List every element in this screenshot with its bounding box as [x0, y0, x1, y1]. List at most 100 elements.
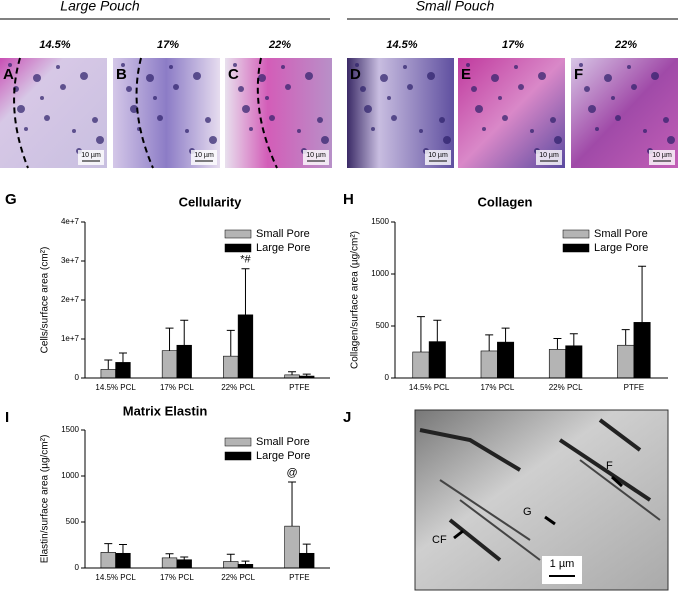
- bar: [161, 557, 178, 569]
- nucleus: [242, 105, 250, 113]
- header-right: Small Pouch: [416, 0, 495, 14]
- y-tick-label: 1000: [371, 269, 389, 278]
- boundary: [256, 57, 278, 169]
- legend-swatch: [224, 243, 252, 253]
- error-bar: [226, 329, 235, 357]
- legend-label: Large Pore: [256, 450, 310, 462]
- nucleus: [554, 136, 562, 144]
- error-bar: [621, 329, 630, 346]
- chart: H Collagen Collagen/surface area (µg/cm²) 0…: [343, 191, 668, 392]
- nucleus: [40, 96, 44, 100]
- nucleus: [321, 136, 329, 144]
- nucleus: [130, 105, 138, 113]
- nucleus: [169, 65, 173, 69]
- scale-label: 10 µm: [428, 152, 448, 159]
- condition-label: 14.5%: [39, 39, 70, 51]
- nucleus: [360, 86, 366, 92]
- nucleus: [24, 127, 28, 131]
- chart-title: Matrix Elastin: [123, 403, 208, 418]
- arrow: [453, 475, 624, 540]
- nucleus: [146, 74, 154, 82]
- nucleus: [443, 136, 451, 144]
- histology: 14.5% A 10 µm 17% B 10 µm 22% C 10 µm 14.5% D 10 µm…: [0, 39, 678, 169]
- nucleus: [60, 84, 66, 90]
- x-tick-label: PTFE: [624, 383, 644, 392]
- nucleus: [297, 129, 301, 133]
- nucleus: [380, 74, 388, 82]
- tem-label: G: [523, 506, 532, 518]
- nucleus: [205, 117, 211, 123]
- condition-label: 17%: [157, 39, 179, 51]
- fiber: [419, 418, 652, 562]
- bar: [223, 355, 239, 379]
- legend-swatch: [224, 451, 252, 461]
- nucleus: [482, 127, 486, 131]
- scale-label: 1 µm: [550, 558, 575, 570]
- error-bar: [165, 327, 174, 351]
- panel-letter: C: [228, 66, 239, 83]
- histology-image: [113, 58, 220, 168]
- bar: [617, 344, 635, 379]
- bar: [284, 525, 300, 569]
- annotation: @: [286, 467, 297, 479]
- error-bar: [433, 319, 442, 342]
- condition-label: 22%: [614, 39, 637, 51]
- bar: [548, 349, 566, 379]
- nucleus: [173, 84, 179, 90]
- bar: [115, 552, 131, 569]
- x-tick-label: PTFE: [289, 573, 309, 582]
- error-bar: [569, 333, 578, 346]
- bar: [161, 350, 178, 379]
- nucleus: [153, 96, 157, 100]
- panel-letter: G: [5, 191, 17, 208]
- panel-letter: H: [343, 191, 354, 208]
- nucleus: [667, 136, 675, 144]
- bar: [299, 552, 315, 569]
- error-bar: [288, 371, 297, 375]
- scale-label: 10 µm: [539, 152, 559, 159]
- histology-image: [571, 58, 678, 168]
- tem-label: CF: [432, 534, 447, 546]
- nucleus: [584, 86, 590, 92]
- bar: [115, 362, 131, 379]
- nucleus: [56, 65, 60, 69]
- condition-label: 22%: [268, 39, 291, 51]
- nucleus: [305, 72, 313, 80]
- panel-letter: D: [350, 66, 361, 83]
- nucleus: [403, 65, 407, 69]
- nucleus: [538, 72, 546, 80]
- condition-label: 14.5%: [386, 39, 417, 51]
- nucleus: [209, 136, 217, 144]
- bar: [237, 314, 254, 379]
- nucleus: [126, 86, 132, 92]
- legend-label: Small Pore: [256, 228, 310, 240]
- y-tick-label: 1e+7: [61, 334, 80, 343]
- error-bar: [241, 560, 250, 565]
- nucleus: [407, 84, 413, 90]
- nucleus: [471, 86, 477, 92]
- nucleus: [44, 115, 50, 121]
- chart-title: Cellularity: [179, 194, 243, 209]
- nucleus: [595, 127, 599, 131]
- bar: [412, 351, 430, 379]
- panel-letter: E: [461, 66, 471, 83]
- bar: [497, 341, 515, 379]
- header-left: Large Pouch: [60, 0, 140, 14]
- nucleus: [233, 63, 237, 67]
- nucleus: [588, 105, 596, 113]
- y-tick-label: 0: [75, 373, 80, 382]
- error-bar: [226, 553, 235, 562]
- y-tick-label: 2e+7: [61, 295, 80, 304]
- nucleus: [355, 63, 359, 67]
- nucleus: [530, 129, 534, 133]
- nucleus: [502, 115, 508, 121]
- x-tick-label: 14.5% PCL: [95, 383, 136, 392]
- x-tick-label: PTFE: [289, 383, 309, 392]
- nucleus: [317, 117, 323, 123]
- legend-label: Small Pore: [256, 436, 310, 448]
- legend-swatch: [562, 229, 590, 239]
- nucleus: [364, 105, 372, 113]
- y-axis-label: Collagen/surface area (µg/cm²): [350, 231, 361, 369]
- legend-swatch: [224, 229, 252, 239]
